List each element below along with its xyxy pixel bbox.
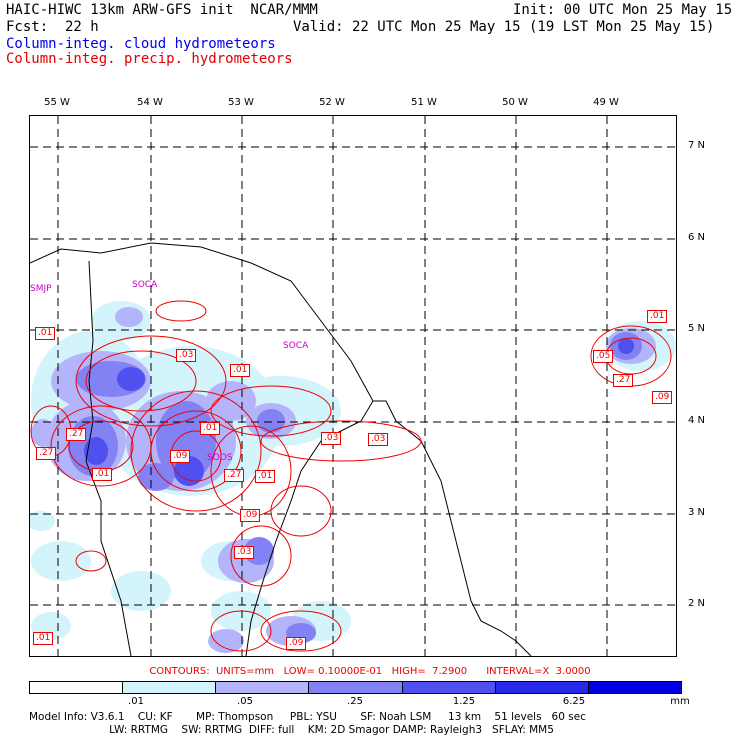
contour-value-label: .27 bbox=[66, 428, 87, 441]
station-label-soca: SOCA bbox=[283, 341, 309, 351]
contour-value-label: .27 bbox=[36, 447, 57, 460]
lon-label: 51 W bbox=[411, 97, 437, 108]
contour-value-label: .01 bbox=[647, 310, 668, 323]
contour-value-label: .01 bbox=[200, 422, 221, 435]
model-info-line2: LW: RRTMG SW: RRTMG DIFF: full KM: 2D Sm… bbox=[29, 724, 554, 736]
colorbar-tick: .05 bbox=[237, 696, 253, 707]
contour-value-label: .09 bbox=[170, 450, 191, 463]
contour-value-label: .03 bbox=[368, 433, 389, 446]
contour-value-label: .01 bbox=[255, 470, 276, 483]
map-canvas bbox=[30, 116, 676, 656]
colorbar-swatch bbox=[401, 682, 495, 693]
contour-value-label: .01 bbox=[92, 468, 113, 481]
precip-field-title: Column-integ. precip. hydrometeors bbox=[6, 51, 293, 67]
contour-value-label: .01 bbox=[35, 327, 56, 340]
colorbar-units: mm bbox=[670, 696, 690, 707]
lat-label: 5 N bbox=[688, 323, 706, 334]
contour-value-label: .05 bbox=[593, 350, 614, 363]
lon-label: 53 W bbox=[228, 97, 254, 108]
colorbar-tick: 1.25 bbox=[452, 696, 476, 707]
lat-label: 7 N bbox=[688, 140, 706, 151]
forecast-hour: Fcst: 22 h bbox=[6, 19, 99, 35]
lat-label: 3 N bbox=[688, 507, 706, 518]
init-time: Init: 00 UTC Mon 25 May 15 bbox=[513, 2, 733, 18]
contour-value-label: .03 bbox=[176, 349, 197, 362]
colorbar-swatch bbox=[308, 682, 402, 693]
lon-label: 55 W bbox=[44, 97, 70, 108]
lat-label: 4 N bbox=[688, 415, 706, 426]
station-label-smjp: SMJP bbox=[30, 284, 52, 294]
contour-value-label: .09 bbox=[286, 637, 307, 650]
map-panel[interactable]: SMJP SOCA SOCA SOOS .01 .27 .03 .01 .27 .03 .0… bbox=[29, 115, 677, 657]
contour-value-label: .09 bbox=[652, 391, 673, 404]
contour-value-label: .01 bbox=[33, 632, 54, 645]
model-info-line1: Model Info: V3.6.1 CU: KF MP: Thompson P… bbox=[29, 711, 586, 723]
cloud-field-title: Column-integ. cloud hydrometeors bbox=[6, 36, 276, 52]
colorbar-swatch bbox=[494, 682, 588, 693]
lon-label: 54 W bbox=[137, 97, 163, 108]
lon-label: 52 W bbox=[319, 97, 345, 108]
lon-label: 50 W bbox=[502, 97, 528, 108]
lat-label: 2 N bbox=[688, 598, 706, 609]
contour-value-label: .09 bbox=[240, 509, 261, 522]
lat-label: 6 N bbox=[688, 232, 706, 243]
lat-lon-grid bbox=[30, 116, 676, 656]
colorbar-tick: 6.25 bbox=[562, 696, 586, 707]
colorbar-swatch bbox=[587, 682, 681, 693]
station-label-socm: SOCA bbox=[132, 280, 158, 290]
contour-value-label: .01 bbox=[230, 364, 251, 377]
colorbar-swatch bbox=[30, 682, 123, 693]
cloud-shading bbox=[30, 301, 676, 653]
colorbar-swatch bbox=[215, 682, 309, 693]
contour-value-label: .03 bbox=[234, 546, 255, 559]
contour-value-label: .27 bbox=[613, 374, 634, 387]
valid-time: Valid: 22 UTC Mon 25 May 15 (19 LST Mon … bbox=[293, 19, 715, 35]
lon-label: 49 W bbox=[593, 97, 619, 108]
colorbar-swatch bbox=[122, 682, 216, 693]
station-label-soos: SOOS bbox=[207, 453, 233, 463]
contour-value-label: .03 bbox=[321, 432, 342, 445]
colorbar-tick: .01 bbox=[128, 696, 144, 707]
colorbar bbox=[29, 681, 682, 694]
colorbar-tick: .25 bbox=[347, 696, 363, 707]
model-title: HAIC-HIWC 13km ARW-GFS init NCAR/MMM bbox=[6, 2, 318, 18]
contour-value-label: .27 bbox=[224, 469, 245, 482]
contours-info: CONTOURS: UNITS=mm LOW= 0.10000E-01 HIGH… bbox=[149, 666, 591, 677]
